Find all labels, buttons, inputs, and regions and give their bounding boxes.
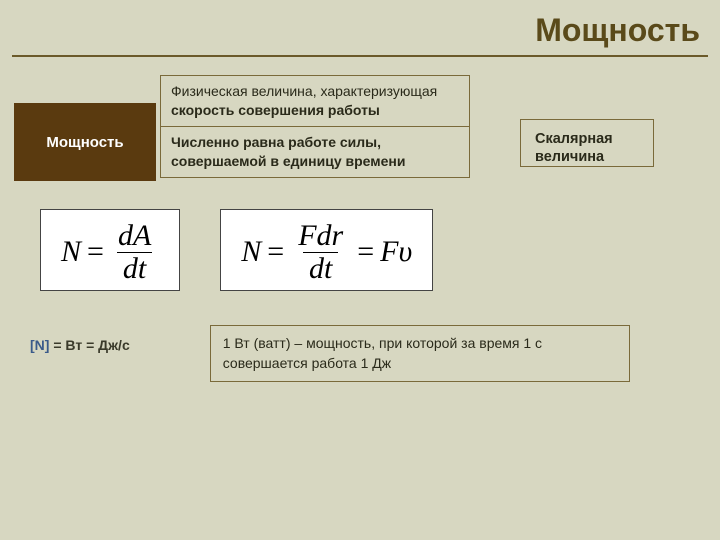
formula-2-lhs: N — [241, 235, 261, 269]
definition-1-bold: скорость совершения работы — [171, 102, 380, 118]
definition-1: Физическая величина, характеризующая ско… — [160, 75, 470, 127]
formula-1-fraction: dA dt — [112, 220, 157, 284]
definition-1-text: Физическая величина, характеризующая — [171, 83, 437, 99]
bottom-row: [N] = Вт = Дж/с 1 Вт (ватт) – мощность, … — [30, 325, 702, 382]
equals-sign: = — [267, 235, 284, 269]
formula-1-lhs: N — [61, 235, 81, 269]
formula-2-fraction: Fdr dt — [292, 220, 349, 284]
formula-2-num: Fdr — [292, 220, 349, 252]
term-box: Мощность — [14, 103, 156, 181]
equals-sign: = — [357, 235, 374, 269]
formula-1: N = dA dt — [40, 209, 180, 291]
definition-stack: Физическая величина, характеризующая ско… — [160, 75, 470, 181]
scalar-box: Скалярная величина — [520, 119, 654, 167]
unit-explanation: 1 Вт (ватт) – мощность, при которой за в… — [210, 325, 630, 382]
formulas-row: N = dA dt N = Fdr dt = Fυ — [40, 209, 720, 291]
definition-2: Численно равна работе силы, совершаемой … — [160, 127, 470, 178]
formula-1-den: dt — [117, 252, 152, 285]
title-bar: Мощность — [0, 0, 720, 55]
equals-sign: = — [87, 235, 104, 269]
unit-expression: [N] = Вт = Дж/с — [30, 337, 130, 353]
unit-symbol: N — [35, 337, 45, 353]
definition-2-text: Численно равна работе силы, совершаемой … — [171, 134, 405, 169]
formula-2-rhs: Fυ — [380, 235, 412, 269]
page-title: Мощность — [0, 12, 700, 49]
definitions-row: Мощность Физическая величина, характериз… — [14, 75, 706, 181]
divider — [12, 55, 708, 57]
formula-2: N = Fdr dt = Fυ — [220, 209, 433, 291]
formula-2-den: dt — [303, 252, 338, 285]
formula-1-num: dA — [112, 220, 157, 252]
unit-equals: = Вт = Дж/с — [49, 337, 129, 353]
